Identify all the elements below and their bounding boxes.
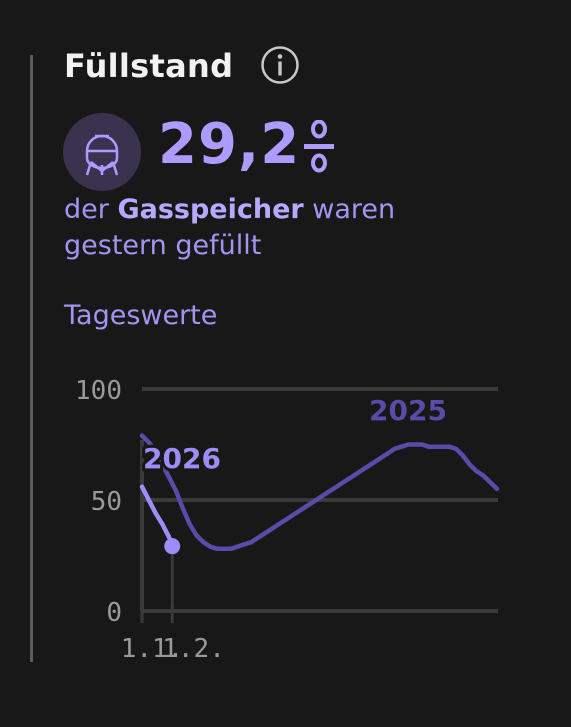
fill-level-value: 29,2 <box>158 112 301 177</box>
gas-tank-icon <box>63 113 141 191</box>
percent-sign: % <box>304 120 334 173</box>
panel-title: Füllstand <box>64 47 234 85</box>
y-tick-label: 100 <box>75 376 122 406</box>
y-tick-label: 0 <box>106 598 122 628</box>
fill-level-chart: 0 50 100 1.1.1.2. 2025 2026 <box>75 376 500 664</box>
x-tick-label: 1.2. <box>162 634 225 664</box>
series-label-2026: 2026 <box>143 442 221 475</box>
y-axis-ticks: 0 50 100 <box>75 376 122 628</box>
y-tick-label: 50 <box>91 487 122 517</box>
series-label-2025: 2025 <box>369 394 447 427</box>
series-line-2025 <box>139 433 500 552</box>
series-labels: 2025 2026 <box>140 391 450 478</box>
current-value-dot <box>164 538 181 555</box>
x-axis-ticks: 1.1.1.2. <box>121 634 225 664</box>
desc-bold: Gasspeicher <box>117 194 304 225</box>
chart-series <box>139 433 500 555</box>
panel-divider <box>30 55 33 662</box>
info-icon[interactable] <box>260 45 300 85</box>
chart-grid <box>140 387 498 623</box>
series-line-2026 <box>139 484 175 549</box>
desc-text-1: der <box>64 194 118 225</box>
fill-level-description: der Gasspeicher waren gestern gefüllt <box>64 192 504 264</box>
chart-subtitle: Tageswerte <box>64 300 218 331</box>
x-tick-label: 1.1. <box>121 634 184 664</box>
desc-text-2: waren gestern gefüllt <box>64 194 396 261</box>
